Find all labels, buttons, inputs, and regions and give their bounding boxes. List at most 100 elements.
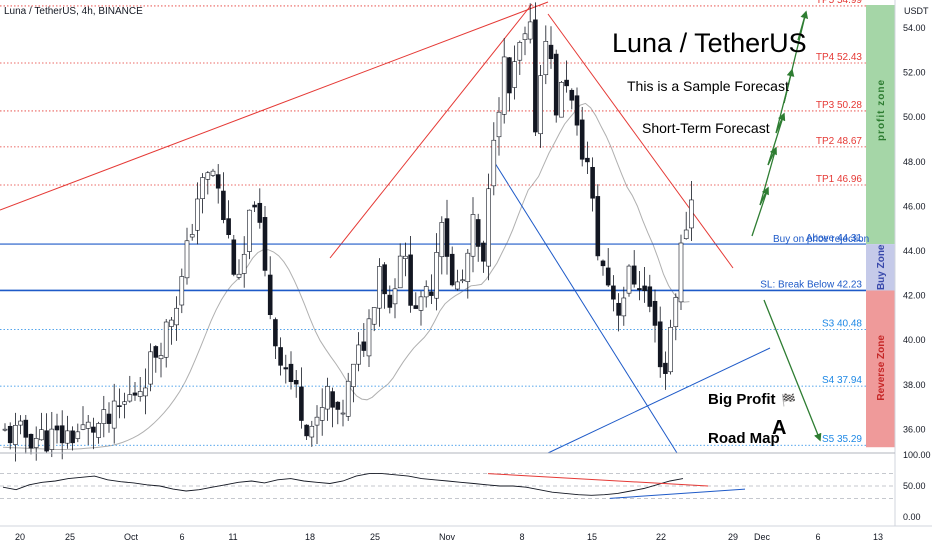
candle-body xyxy=(325,386,330,410)
candle-body xyxy=(533,19,538,133)
price-tick-label: 54.00 xyxy=(903,23,926,33)
candle-body xyxy=(28,433,34,449)
candle-body xyxy=(501,56,507,115)
candle-body xyxy=(366,318,372,357)
candle-body xyxy=(2,428,8,431)
candle-body xyxy=(210,170,216,176)
candle-body xyxy=(54,425,60,431)
candle-body xyxy=(657,321,663,368)
candle-body xyxy=(91,426,96,433)
rsi-tick-label: 0.00 xyxy=(903,512,921,522)
candle-body xyxy=(663,362,668,374)
resistance-trendline-long xyxy=(0,1,549,211)
candle-body xyxy=(683,229,689,239)
road-map-label: Road Map xyxy=(708,430,780,447)
price-tick-label: 44.00 xyxy=(903,246,926,256)
candle-body xyxy=(247,209,252,252)
price-tick-label: 40.00 xyxy=(903,335,926,345)
candle-body xyxy=(377,266,382,309)
trendline-layer xyxy=(0,1,771,454)
candle-body xyxy=(299,386,304,421)
candle-body xyxy=(205,172,211,180)
forecast-arrows-layer xyxy=(751,10,822,442)
candle-body xyxy=(579,119,585,160)
candle-body xyxy=(673,297,679,328)
candle-body xyxy=(283,367,289,370)
level-label-tp1: TP1 46.96 xyxy=(816,174,863,185)
level-label-s3: S3 40.48 xyxy=(822,318,862,329)
candle-body xyxy=(548,44,554,59)
buy-zone-label: Buy Zone xyxy=(876,244,887,290)
time-tick-label: 11 xyxy=(228,532,237,542)
candle-body xyxy=(7,425,13,444)
candle-body xyxy=(465,252,471,282)
profit-zone-box xyxy=(866,5,895,245)
forecast-up-arrow xyxy=(759,186,769,206)
candle-body xyxy=(517,42,523,61)
candle-body xyxy=(418,296,424,311)
candle-body xyxy=(553,53,559,116)
candle-body xyxy=(143,387,148,397)
candle-body xyxy=(475,219,481,247)
candle-body xyxy=(226,218,231,235)
candles-layer xyxy=(2,2,694,462)
price-tick-label: 52.00 xyxy=(903,68,926,78)
candle-body xyxy=(127,394,133,402)
candle-body xyxy=(288,363,294,382)
forecast-title: Luna / TetherUS xyxy=(612,28,807,58)
time-tick-label: 20 xyxy=(15,532,25,542)
candle-body xyxy=(70,430,75,444)
candle-body xyxy=(335,401,341,410)
forecast-down-arrow xyxy=(763,299,822,442)
candle-body xyxy=(647,286,653,307)
candle-body xyxy=(538,75,543,135)
candle-body xyxy=(122,401,127,405)
candle-body xyxy=(564,79,569,87)
falling-trendline xyxy=(547,13,734,269)
candle-body xyxy=(356,344,361,365)
candle-body xyxy=(319,407,325,421)
candle-body xyxy=(163,321,169,358)
candle-body xyxy=(351,363,356,388)
candle-body xyxy=(403,255,408,259)
candle-body xyxy=(195,198,200,231)
candle-body xyxy=(189,234,195,238)
candle-body xyxy=(59,425,65,444)
candle-body xyxy=(652,300,658,326)
candle-body xyxy=(80,424,86,430)
time-tick-label: Nov xyxy=(439,532,456,542)
candle-body xyxy=(39,429,44,441)
candle-body xyxy=(304,424,309,437)
candle-body xyxy=(678,242,684,303)
rsi-resistance-line xyxy=(487,473,709,487)
time-tick-label: 18 xyxy=(305,532,315,542)
candle-body xyxy=(585,157,590,163)
candle-body xyxy=(569,89,575,101)
forecast-up-arrow xyxy=(767,146,777,166)
candle-body xyxy=(460,279,465,282)
level-label-s4: S4 37.94 xyxy=(822,375,862,386)
time-axis: 20 25 Oct 6 11 18 25 Nov 8 15 22 29 Dec 6 13 xyxy=(15,532,883,542)
rsi-support-line xyxy=(609,488,746,499)
price-tick-label: 48.00 xyxy=(903,157,926,167)
candle-body xyxy=(236,273,242,278)
buy-zone-box xyxy=(866,244,895,291)
candle-body xyxy=(101,409,107,424)
candle-body xyxy=(507,57,512,94)
price-tick-label: 42.00 xyxy=(903,291,926,301)
candle-body xyxy=(13,425,18,445)
candle-body xyxy=(340,412,346,415)
reverse-zone-box xyxy=(866,290,895,448)
candle-body xyxy=(626,265,632,294)
rsi-pane: 100.00 50.00 0.00 xyxy=(0,450,931,522)
big-profit-label: Big Profit xyxy=(708,391,776,408)
forecast-subtitle: This is a Sample Forecast xyxy=(627,78,789,94)
level-label-above: Above 44.31 xyxy=(806,233,863,244)
logo-icon: A xyxy=(772,417,786,439)
candle-body xyxy=(439,222,445,258)
candle-body xyxy=(184,240,190,279)
candle-body xyxy=(111,400,117,429)
candle-body xyxy=(241,253,247,274)
candle-body xyxy=(574,95,580,126)
